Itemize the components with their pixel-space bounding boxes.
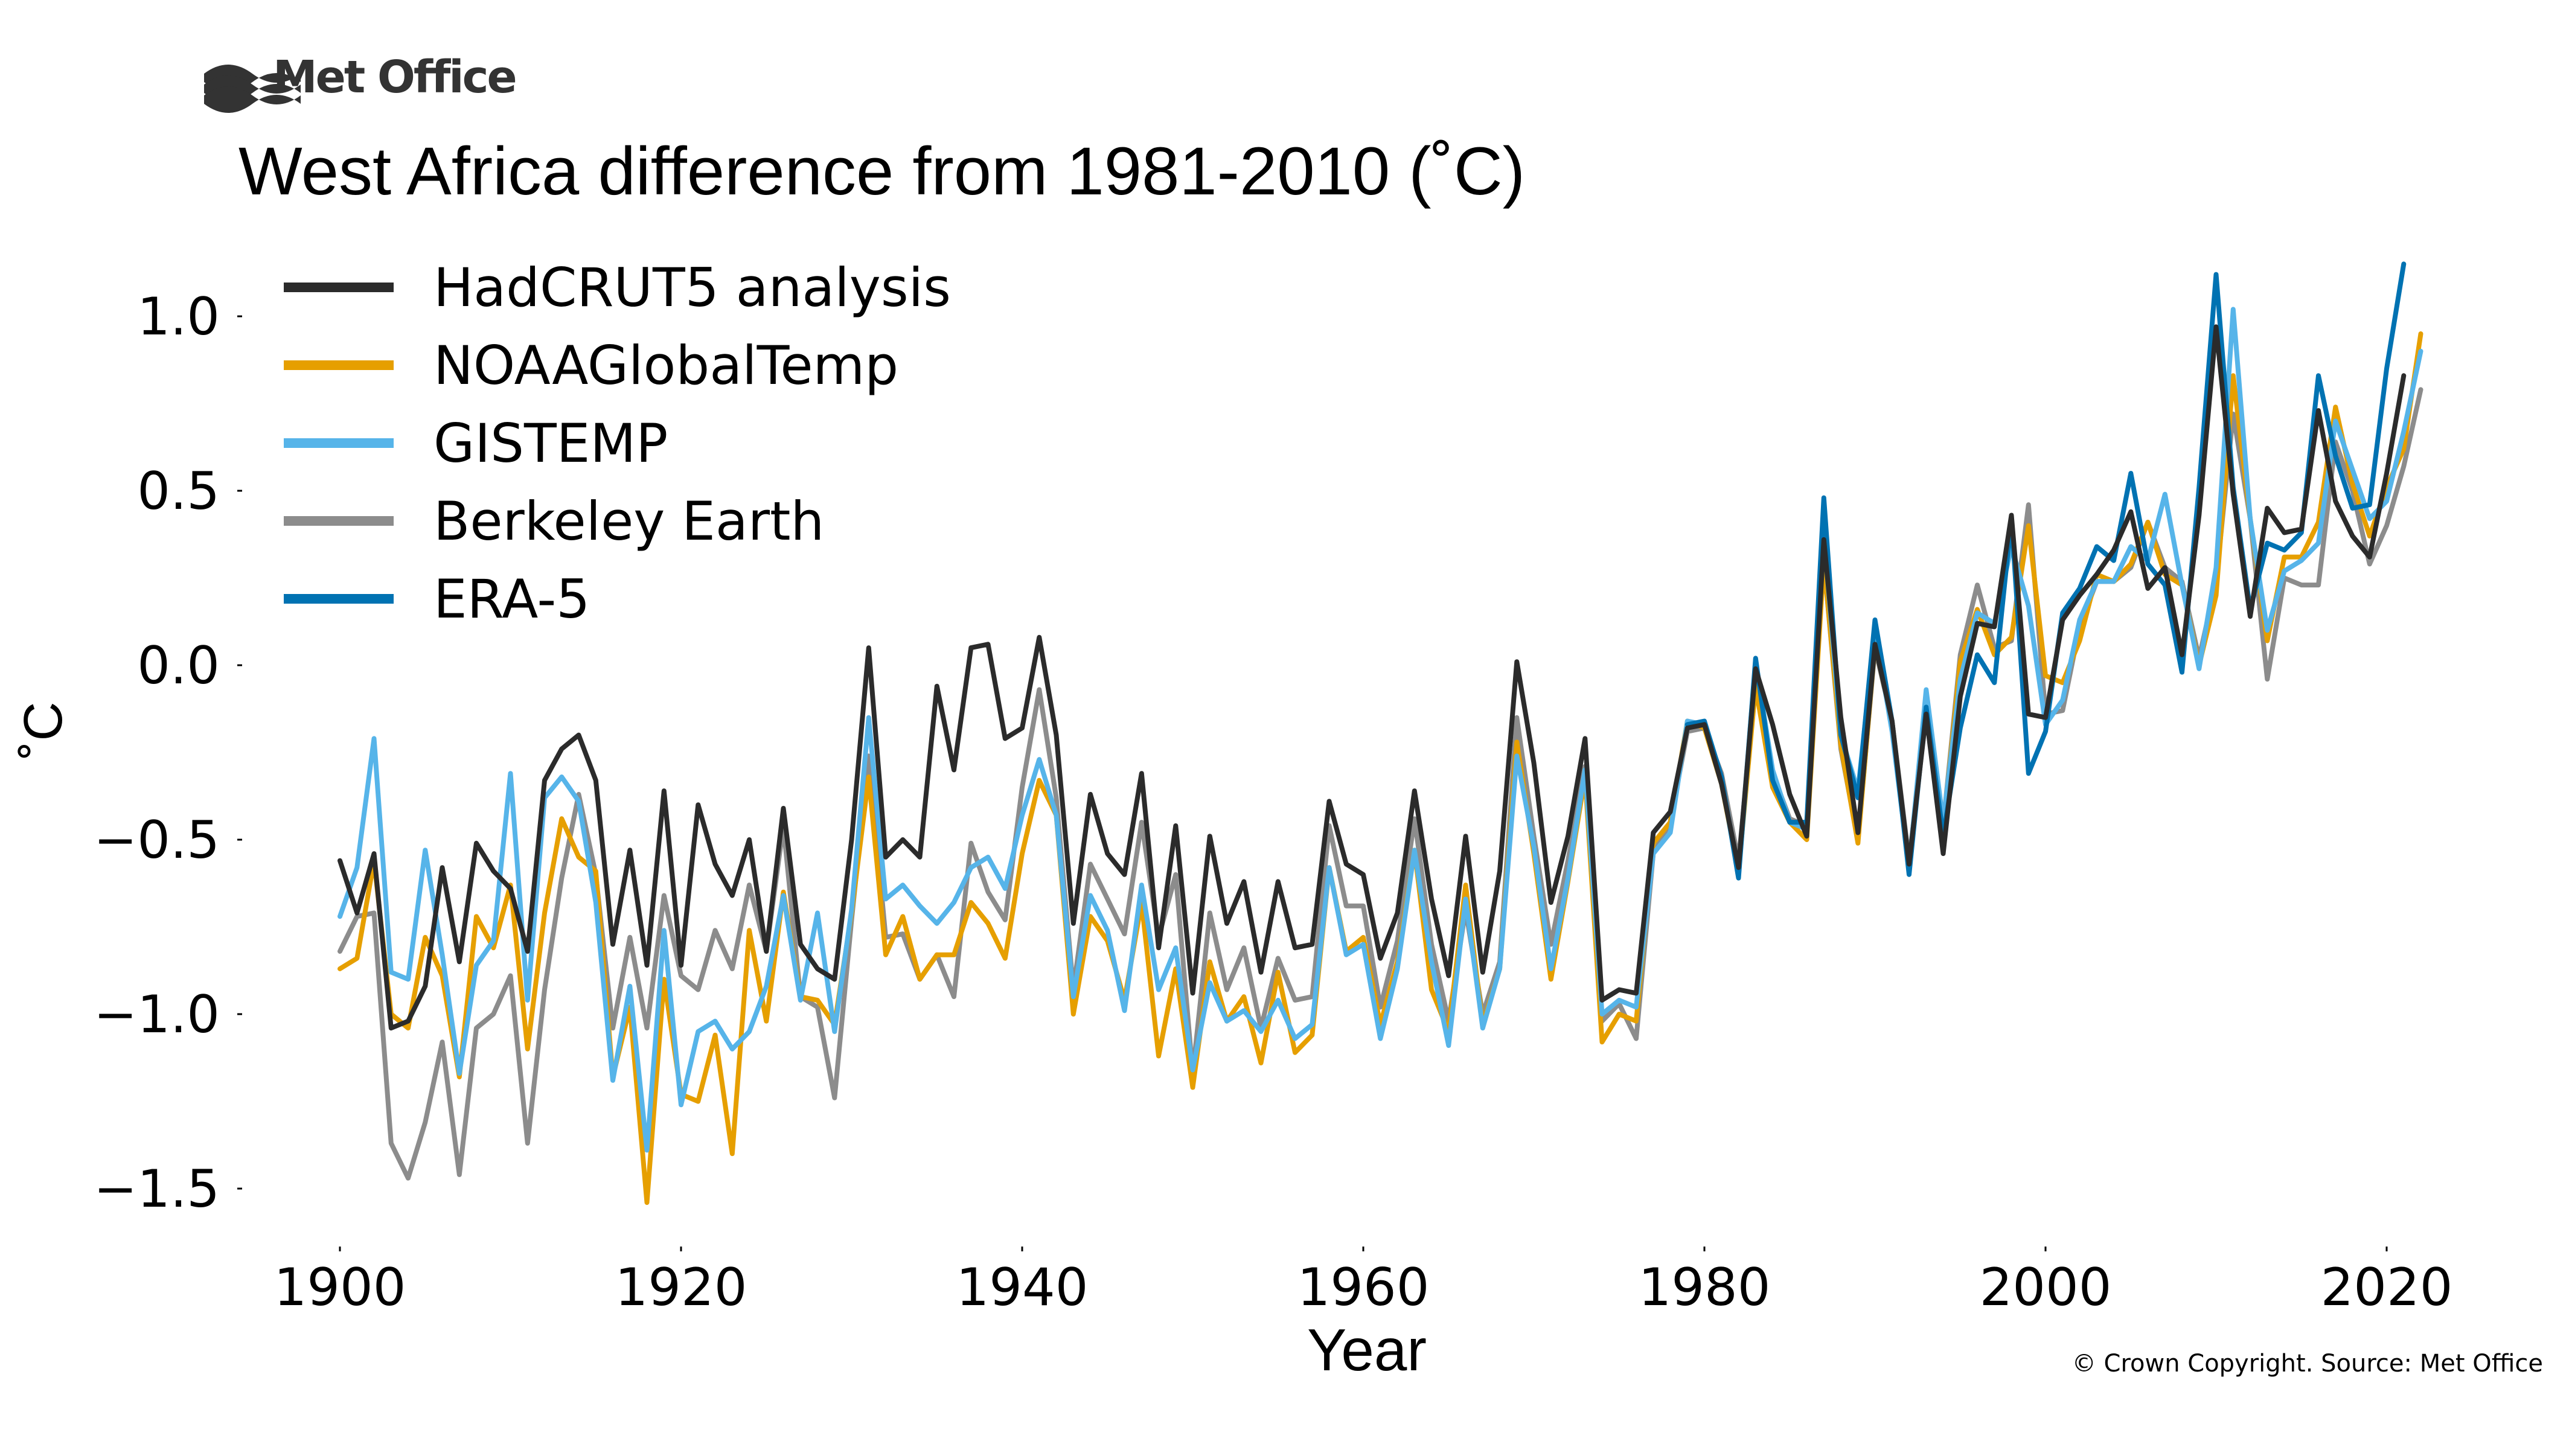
x-axis: 1900 1920 1940 1960 1980 2000 2020 <box>274 1247 2453 1318</box>
legend-label: ERA-5 <box>433 568 590 630</box>
logo-text: Met Office <box>273 51 516 103</box>
x-tick-label: 2000 <box>1980 1257 2112 1318</box>
y-tick-label: 0.0 <box>137 636 220 696</box>
legend-label: Berkeley Earth <box>433 490 824 552</box>
x-tick-label: 1920 <box>615 1257 747 1318</box>
x-axis-label: Year <box>1307 1317 1427 1383</box>
y-tick-label: −0.5 <box>94 810 220 870</box>
series-line-gistemp <box>337 307 2423 1153</box>
legend-label: HadCRUT5 analysis <box>433 257 951 319</box>
y-tick-label: 0.5 <box>137 461 220 522</box>
x-tick-label: 1960 <box>1297 1257 1430 1318</box>
legend-label: NOAAGlobalTemp <box>433 334 898 397</box>
y-tick-label: 1.0 <box>137 287 220 347</box>
met-office-logo: Met Office <box>204 51 517 113</box>
y-tick-label: −1.0 <box>94 985 220 1045</box>
legend: HadCRUT5 analysis NOAAGlobalTemp GISTEMP Be… <box>284 257 951 630</box>
copyright-note: © Crown Copyright. Source: Met Office <box>2072 1350 2543 1378</box>
x-tick-label: 1980 <box>1639 1257 1771 1318</box>
series-lines <box>337 261 2423 1205</box>
x-tick-label: 2020 <box>2321 1257 2453 1318</box>
series-line-hadcrut5-analysis <box>337 324 2407 1031</box>
y-axis: 1.0 0.5 0.0 −0.5 −1.0 −1.5 <box>94 287 242 1219</box>
x-tick-label: 1940 <box>956 1257 1089 1318</box>
y-tick-label: −1.5 <box>94 1159 220 1219</box>
y-axis-label: ˚C <box>13 702 74 759</box>
wave-logo-icon <box>204 65 301 113</box>
chart-title: West Africa difference from 1981-2010 (˚… <box>238 133 1525 209</box>
legend-label: GISTEMP <box>433 412 668 474</box>
x-tick-label: 1900 <box>274 1257 406 1318</box>
series-line-era-5 <box>1684 261 2407 881</box>
